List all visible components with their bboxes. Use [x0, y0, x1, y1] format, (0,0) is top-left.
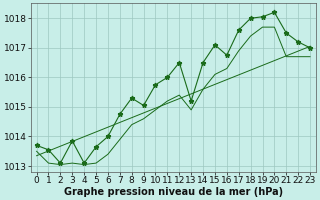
X-axis label: Graphe pression niveau de la mer (hPa): Graphe pression niveau de la mer (hPa)	[64, 187, 283, 197]
